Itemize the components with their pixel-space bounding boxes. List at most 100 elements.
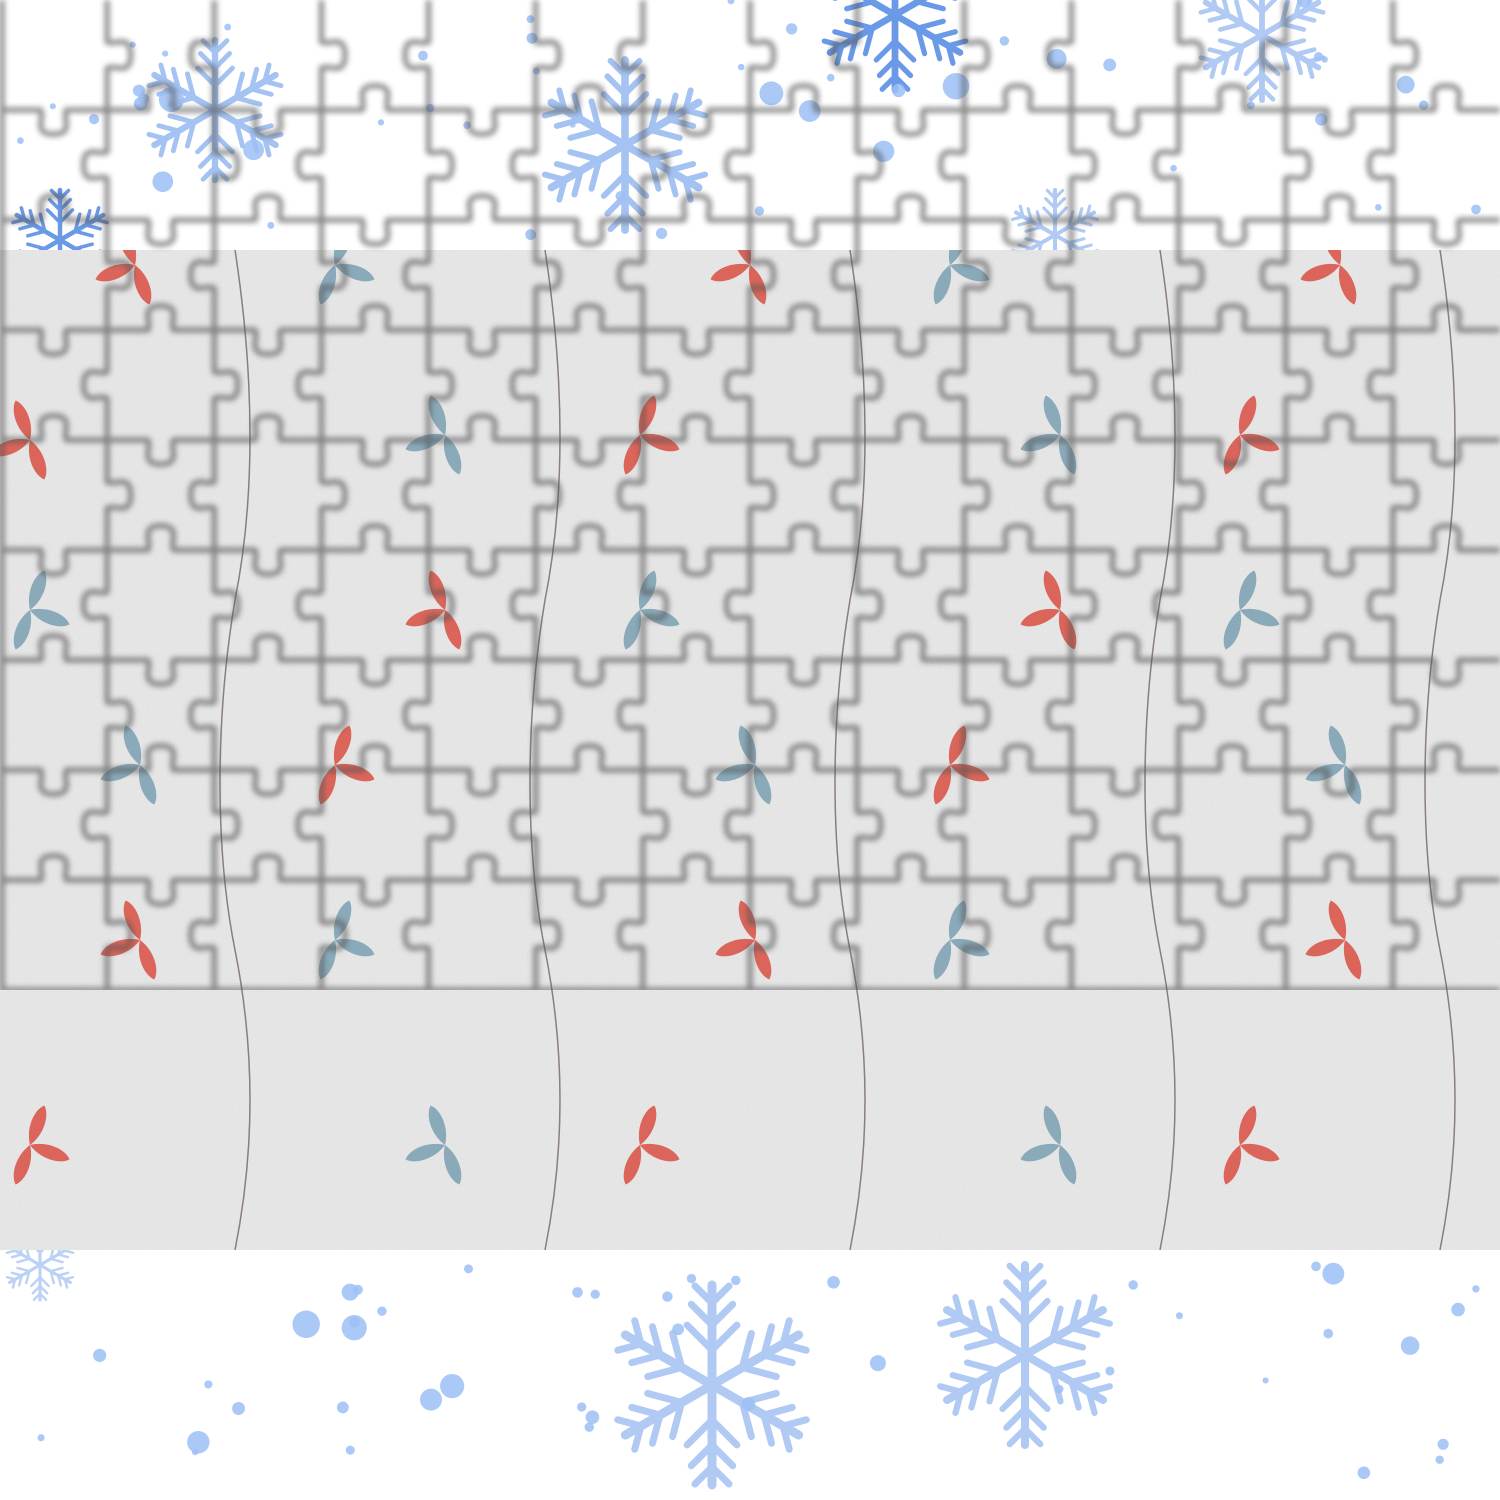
puzzle-piece[interactable] [0,660,107,770]
puzzle-piece[interactable] [0,0,107,110]
puzzle-piece[interactable] [321,440,428,550]
puzzle-piece[interactable] [1071,0,1178,110]
puzzle-piece[interactable] [321,330,428,440]
puzzle-piece[interactable] [1393,880,1500,990]
puzzle-piece[interactable] [107,220,214,330]
puzzle-piece[interactable] [1071,880,1178,990]
puzzle-piece[interactable] [964,880,1071,990]
puzzle-piece[interactable] [964,220,1071,330]
puzzle-piece[interactable] [0,770,107,880]
puzzle-piece[interactable] [1179,110,1286,220]
puzzle-piece[interactable] [429,220,536,330]
puzzle-piece[interactable] [1286,770,1393,880]
puzzle-piece[interactable] [964,110,1071,220]
puzzle-piece[interactable] [643,0,750,110]
puzzle-piece[interactable] [0,220,107,330]
puzzle-piece[interactable] [750,440,857,550]
puzzle-pieces-grid[interactable] [0,0,1500,993]
puzzle-piece[interactable] [750,110,857,220]
puzzle-piece[interactable] [750,550,857,660]
puzzle-piece[interactable] [1393,330,1500,440]
puzzle-piece[interactable] [1286,330,1393,440]
puzzle-piece[interactable] [429,0,536,110]
puzzle-piece[interactable] [1286,110,1393,220]
puzzle-piece[interactable] [964,550,1071,660]
puzzle-piece[interactable] [429,550,536,660]
puzzle-piece[interactable] [214,110,321,220]
puzzle-piece[interactable] [1071,550,1178,660]
puzzle-piece[interactable] [1393,440,1500,550]
puzzle-piece[interactable] [1179,330,1286,440]
puzzle-piece[interactable] [1071,330,1178,440]
puzzle-piece[interactable] [964,440,1071,550]
puzzle-piece[interactable] [1393,550,1500,660]
puzzle-piece[interactable] [964,0,1071,110]
puzzle-piece[interactable] [107,440,214,550]
puzzle-piece[interactable] [1393,110,1500,220]
puzzle-piece[interactable] [107,880,214,990]
puzzle-piece[interactable] [857,880,964,990]
puzzle-piece[interactable] [214,550,321,660]
puzzle-piece[interactable] [857,440,964,550]
puzzle-piece[interactable] [643,110,750,220]
puzzle-piece[interactable] [429,110,536,220]
puzzle-piece[interactable] [107,0,214,110]
puzzle-piece[interactable] [1179,880,1286,990]
puzzle-piece[interactable] [429,330,536,440]
puzzle-piece[interactable] [750,660,857,770]
puzzle-piece[interactable] [107,550,214,660]
puzzle-piece[interactable] [536,440,643,550]
puzzle-piece[interactable] [214,660,321,770]
puzzle-piece[interactable] [1179,440,1286,550]
puzzle-piece[interactable] [857,110,964,220]
puzzle-piece[interactable] [214,330,321,440]
puzzle-piece[interactable] [1393,660,1500,770]
puzzle-piece[interactable] [750,770,857,880]
puzzle-piece[interactable] [1071,770,1178,880]
puzzle-piece[interactable] [643,330,750,440]
puzzle-piece[interactable] [1286,660,1393,770]
puzzle-piece[interactable] [857,660,964,770]
puzzle-piece[interactable] [107,660,214,770]
puzzle-piece[interactable] [321,220,428,330]
puzzle-piece[interactable] [1071,440,1178,550]
puzzle-piece[interactable] [1179,550,1286,660]
puzzle-piece[interactable] [107,110,214,220]
puzzle-piece[interactable] [536,660,643,770]
puzzle-piece[interactable] [857,770,964,880]
puzzle-piece[interactable] [1286,550,1393,660]
puzzle-piece[interactable] [107,330,214,440]
puzzle-piece[interactable] [964,770,1071,880]
puzzle-piece[interactable] [1179,0,1286,110]
puzzle-piece[interactable] [214,880,321,990]
puzzle-piece[interactable] [1393,0,1500,110]
puzzle-piece[interactable] [0,110,107,220]
puzzle-piece[interactable] [643,660,750,770]
puzzle-piece[interactable] [750,880,857,990]
puzzle-piece[interactable] [321,880,428,990]
puzzle-piece[interactable] [536,770,643,880]
puzzle-piece[interactable] [429,770,536,880]
puzzle-piece[interactable] [857,330,964,440]
puzzle-piece[interactable] [321,660,428,770]
puzzle-piece[interactable] [964,330,1071,440]
puzzle-piece[interactable] [1393,770,1500,880]
puzzle-piece[interactable] [321,0,428,110]
puzzle-piece[interactable] [107,770,214,880]
puzzle-piece[interactable] [536,110,643,220]
puzzle-piece[interactable] [214,0,321,110]
puzzle-piece[interactable] [643,220,750,330]
puzzle-piece[interactable] [643,770,750,880]
puzzle-piece[interactable] [750,330,857,440]
puzzle-piece[interactable] [214,770,321,880]
puzzle-piece[interactable] [214,440,321,550]
puzzle-piece[interactable] [536,0,643,110]
puzzle-piece[interactable] [429,440,536,550]
puzzle-piece[interactable] [0,880,107,990]
puzzle-piece[interactable] [1286,220,1393,330]
puzzle-piece[interactable] [643,440,750,550]
puzzle-piece[interactable] [857,220,964,330]
puzzle-piece[interactable] [1071,220,1178,330]
puzzle-piece[interactable] [536,330,643,440]
